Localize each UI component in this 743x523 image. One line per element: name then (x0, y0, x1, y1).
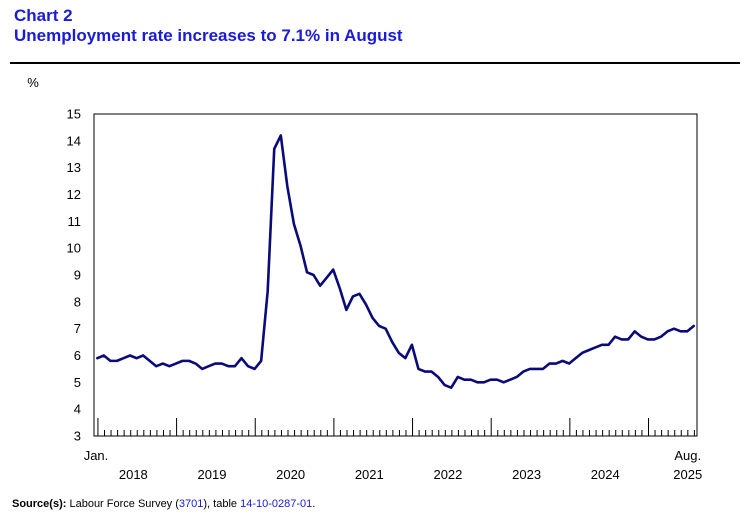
source-text-3: . (312, 498, 316, 510)
unemployment-rate-series-line (95, 134, 696, 390)
y-tick-label: 4 (74, 402, 81, 417)
x-year-label: 2025 (673, 467, 702, 482)
y-axis-ticks: 3 4 5 6 7 8 9 10 11 12 13 14 15 (67, 107, 81, 444)
y-tick-label: 7 (74, 321, 81, 336)
x-year-label: 2021 (355, 467, 384, 482)
x-start-month-label: Jan. (84, 448, 109, 463)
y-tick-label: 10 (67, 241, 81, 256)
y-tick-label: 14 (67, 133, 81, 148)
y-tick-label: 3 (74, 429, 81, 444)
chart-header: Chart 2 Unemployment rate increases to 7… (14, 6, 743, 46)
y-tick-label: 5 (74, 375, 81, 390)
x-year-label: 2020 (276, 467, 305, 482)
plot-area-frame (93, 113, 698, 437)
source-text-1: Labour Force Survey ( (69, 498, 179, 510)
x-axis-ticks (97, 418, 695, 436)
y-tick-label: 8 (74, 294, 81, 309)
x-year-label: 2022 (433, 467, 462, 482)
source-text-2: ), table (203, 498, 241, 510)
y-tick-label: 15 (67, 107, 81, 122)
unemployment-line-chart: % 3 4 5 6 7 8 9 10 11 12 13 14 15 Jan. Aug. 2018 2019 20… (27, 75, 702, 482)
y-tick-label: 13 (67, 160, 81, 175)
x-year-label: 2018 (119, 467, 148, 482)
chart-title: Unemployment rate increases to 7.1% in A… (14, 26, 403, 45)
y-tick-label: 6 (74, 348, 81, 363)
survey-link[interactable]: 3701 (178, 498, 204, 510)
table-link[interactable]: 14-10-0287-01 (240, 498, 313, 510)
y-tick-label: 11 (68, 214, 82, 229)
y-tick-label: 9 (74, 268, 81, 283)
title-divider (10, 62, 740, 64)
x-year-label: 2023 (512, 467, 541, 482)
y-axis-unit-label: % (27, 75, 39, 90)
series-layer (95, 134, 696, 390)
x-year-label: 2024 (591, 467, 620, 482)
x-axis-labels: Jan. Aug. 2018 2019 2020 2021 2022 2023 2024 2025 (84, 448, 702, 482)
x-year-label: 2019 (198, 467, 227, 482)
source-label: Source(s): (12, 498, 67, 510)
y-tick-label: 12 (67, 187, 81, 202)
x-end-month-label: Aug. (674, 448, 701, 463)
chart-number: Chart 2 (14, 6, 73, 25)
source-note: Source(s): Labour Force Survey (3701), t… (12, 498, 315, 510)
